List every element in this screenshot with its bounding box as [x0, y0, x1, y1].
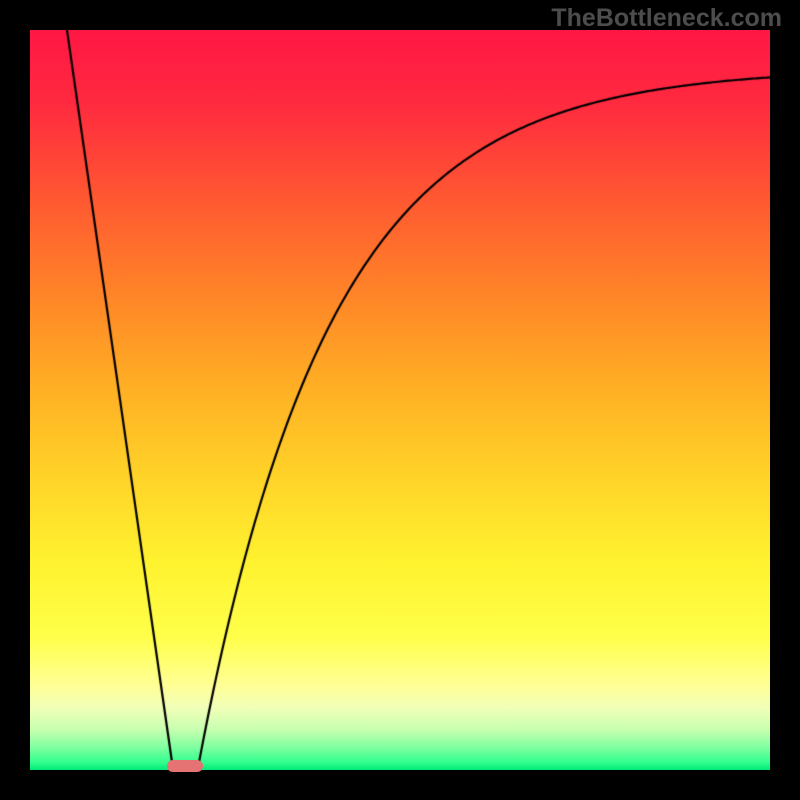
watermark-text: TheBottleneck.com	[551, 4, 782, 33]
chart-container: TheBottleneck.com	[0, 0, 800, 800]
optimal-point-marker	[167, 760, 203, 772]
plot-area	[30, 30, 770, 770]
bottleneck-curve	[30, 30, 770, 770]
